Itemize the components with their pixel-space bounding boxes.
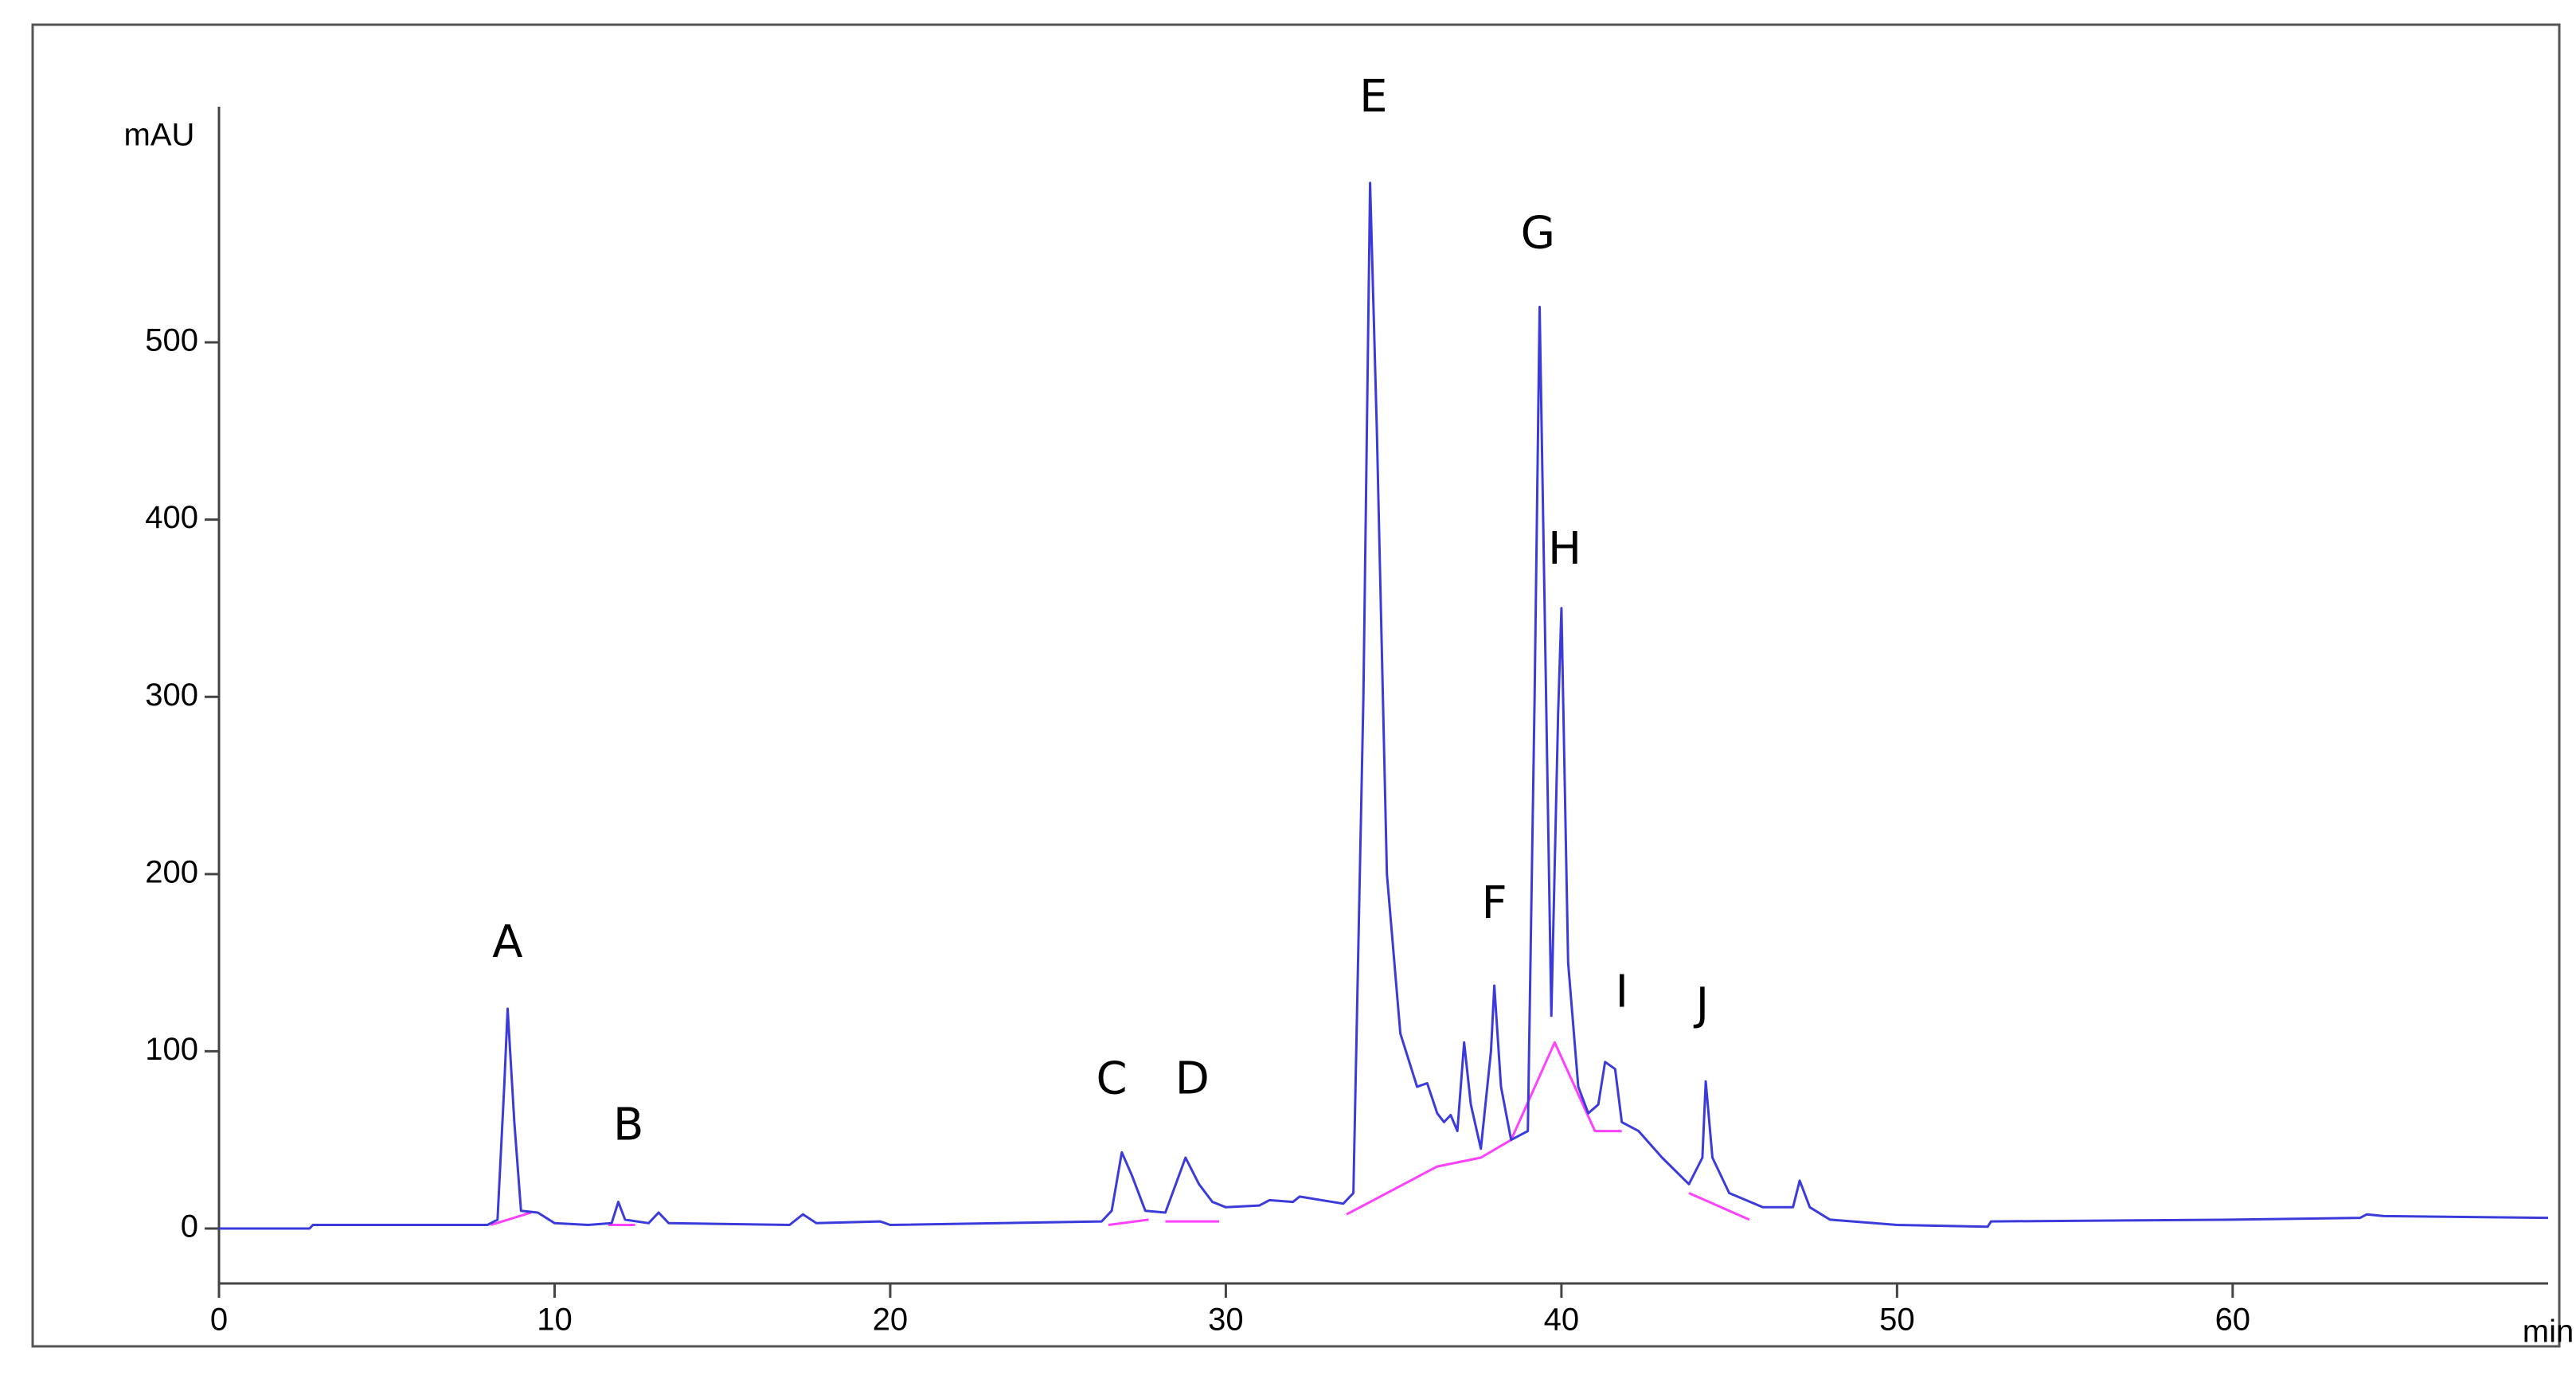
peak-label: E bbox=[1359, 71, 1387, 123]
x-tick-label: 30 bbox=[1208, 1303, 1244, 1338]
peak-label: H bbox=[1548, 523, 1581, 575]
baseline bbox=[490, 1211, 532, 1226]
frame bbox=[31, 23, 2561, 1348]
peak-label: A bbox=[492, 916, 522, 968]
peak-label: F bbox=[1481, 877, 1507, 929]
baseline bbox=[1108, 1218, 1149, 1226]
y-tick-label: 100 bbox=[145, 1032, 198, 1067]
y-tick-label: 0 bbox=[181, 1209, 198, 1244]
x-axis-label: min bbox=[2523, 1314, 2574, 1350]
peak-label: J bbox=[1694, 979, 1710, 1030]
x-tick-label: 50 bbox=[1879, 1303, 1915, 1338]
trace bbox=[219, 182, 2549, 1230]
peak-label: B bbox=[613, 1099, 643, 1150]
baseline bbox=[1688, 1192, 1750, 1221]
y-axis-label: mAU bbox=[124, 118, 195, 153]
x-tick-label: 60 bbox=[2215, 1303, 2251, 1338]
y-tick-label: 200 bbox=[145, 854, 198, 889]
y-tick-label: 300 bbox=[145, 678, 198, 713]
baseline bbox=[1346, 1041, 1622, 1216]
x-tick-label: 40 bbox=[1544, 1303, 1580, 1338]
peak-label: D bbox=[1175, 1053, 1210, 1104]
y-tick-label: 400 bbox=[145, 500, 198, 535]
x-tick-label: 20 bbox=[873, 1303, 909, 1338]
peak-label: I bbox=[1615, 966, 1628, 1018]
x-tick-label: 10 bbox=[537, 1303, 573, 1338]
peak-label: G bbox=[1521, 208, 1555, 260]
y-tick-label: 500 bbox=[145, 323, 198, 358]
peak-label: C bbox=[1096, 1053, 1128, 1104]
x-tick-label: 0 bbox=[210, 1303, 228, 1338]
